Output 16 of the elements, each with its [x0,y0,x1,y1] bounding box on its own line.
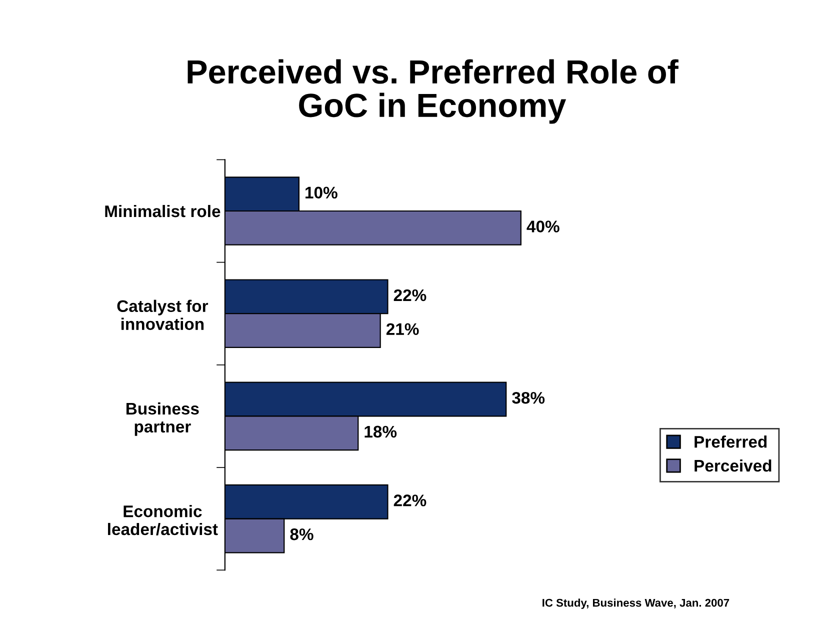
data-label: 18% [364,426,397,438]
data-label: 38% [512,392,545,404]
data-label: 22% [394,289,426,302]
legend-label: Perceived [694,459,772,472]
chart-title: Perceived vs. Preferred Role of GoC in Economy [188,59,678,124]
data-label: 21% [386,323,419,335]
data-label: 10% [306,186,338,199]
y-tick-label: Minimalist role [105,204,220,218]
legend-label: Preferred [694,435,767,448]
y-tick-label: Catalyst for innovation [117,300,208,330]
y-tick-label: Economic leader/activist [108,504,218,536]
text: IC Study, Business Wave, Jan. 2007 [542,598,730,609]
data-label: 8% [290,528,314,540]
data-label: 22% [394,494,426,506]
data-label: 40% [526,220,560,232]
y-tick-label: Business partner [126,402,199,436]
